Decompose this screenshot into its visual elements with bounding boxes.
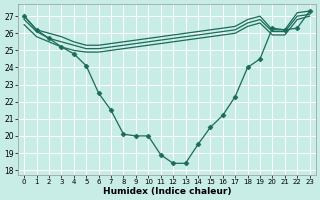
X-axis label: Humidex (Indice chaleur): Humidex (Indice chaleur) (103, 187, 231, 196)
